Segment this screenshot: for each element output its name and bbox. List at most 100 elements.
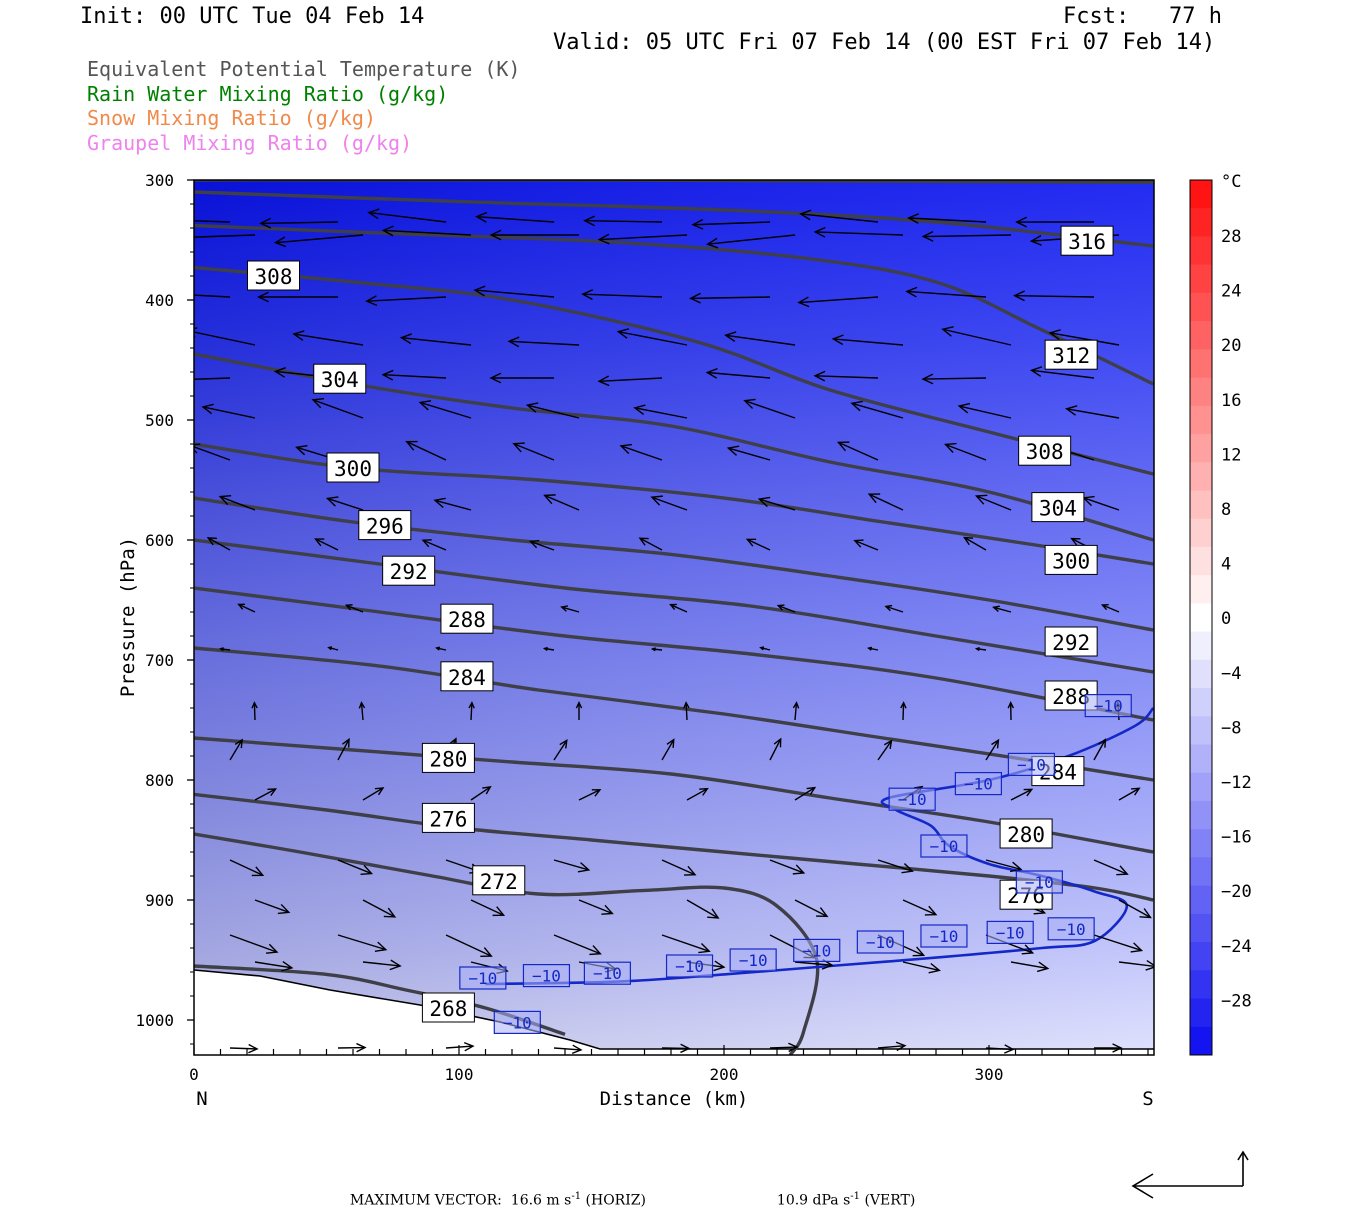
temperature-label: −10 xyxy=(1094,697,1123,716)
colorbar-swatch xyxy=(1190,716,1212,745)
colorbar-label: 28 xyxy=(1221,227,1241,247)
colorbar-label: −20 xyxy=(1221,882,1252,902)
y-axis-label: Pressure (hPa) xyxy=(117,537,139,697)
isentrope-label: 308 xyxy=(1026,440,1064,464)
x-end-label-left: N xyxy=(196,1088,207,1110)
isentrope-label: 304 xyxy=(1039,497,1077,521)
x-tick-label: 100 xyxy=(445,1065,474,1084)
temperature-label: −10 xyxy=(929,837,958,856)
y-tick-label: 700 xyxy=(145,651,174,670)
temperature-label: −10 xyxy=(1017,755,1046,774)
wind-vector xyxy=(254,703,255,720)
y-tick-label: 800 xyxy=(145,771,174,790)
vert-unit-exponent: -1 xyxy=(850,1191,860,1202)
isentrope-label: 300 xyxy=(334,457,372,481)
wind-vector xyxy=(903,703,904,720)
colorbar-label: 16 xyxy=(1221,391,1241,411)
isentrope-label: 268 xyxy=(429,997,467,1021)
colorbar-swatch xyxy=(1190,490,1212,519)
vert-value: 10.9 dPa s xyxy=(777,1193,850,1209)
colorbar-label: 20 xyxy=(1221,336,1241,356)
y-tick-label: 300 xyxy=(145,171,174,190)
x-tick-label: 200 xyxy=(710,1065,739,1084)
y-tick-label: 900 xyxy=(145,891,174,910)
isentrope-label: 292 xyxy=(390,560,428,584)
temperature-label: −10 xyxy=(866,933,895,952)
isentrope-label: 296 xyxy=(366,515,404,539)
temperature-label: −10 xyxy=(739,951,768,970)
colorbar-swatch xyxy=(1190,942,1212,971)
colorbar-unit: °C xyxy=(1221,172,1241,192)
max-vector-label: MAXIMUM VECTOR: 16.6 m s xyxy=(350,1193,571,1209)
x-axis-label: Distance (km) xyxy=(600,1088,749,1110)
wind-vector xyxy=(770,1047,797,1048)
horiz-unit-exponent: -1 xyxy=(571,1191,581,1202)
temperature-label: −10 xyxy=(503,1013,532,1032)
isentrope-label: 272 xyxy=(480,870,518,894)
isentrope-label: 316 xyxy=(1068,230,1106,254)
temperature-label: −10 xyxy=(468,969,497,988)
colorbar-swatch xyxy=(1190,575,1212,604)
colorbar-swatch xyxy=(1190,236,1212,265)
colorbar-swatch xyxy=(1190,829,1212,858)
colorbar-label: −24 xyxy=(1221,937,1252,957)
horiz-label: (HORIZ) xyxy=(581,1193,646,1209)
isentrope-label: 300 xyxy=(1052,549,1090,573)
wind-vector xyxy=(230,1048,257,1049)
isentrope-label: 304 xyxy=(321,368,359,392)
wind-vector-head xyxy=(153,215,163,225)
temperature-label: −10 xyxy=(593,964,622,983)
colorbar-swatch xyxy=(1190,688,1212,717)
isentrope-label: 280 xyxy=(1007,823,1045,847)
footer-vert: 10.9 dPa s-1 (VERT) xyxy=(768,1175,915,1209)
colorbar-swatch xyxy=(1190,999,1212,1028)
temperature-label: −10 xyxy=(1025,873,1054,892)
colorbar-swatch xyxy=(1190,434,1212,463)
colorbar-swatch xyxy=(1190,801,1212,830)
y-tick-label: 400 xyxy=(145,291,174,310)
x-tick-label: 300 xyxy=(975,1065,1004,1084)
temperature-label: −10 xyxy=(929,927,958,946)
colorbar-swatch xyxy=(1190,660,1212,689)
colorbar-label: −28 xyxy=(1221,991,1252,1011)
colorbar-swatch xyxy=(1190,886,1212,915)
colorbar-label: −12 xyxy=(1221,773,1252,793)
temperature-label: −10 xyxy=(802,941,831,960)
colorbar-swatch xyxy=(1190,378,1212,407)
reference-vector-icon xyxy=(1133,1152,1248,1198)
colorbar-swatch xyxy=(1190,180,1212,209)
colorbar-swatch xyxy=(1190,547,1212,576)
colorbar-swatch xyxy=(1190,914,1212,943)
colorbar-label: 24 xyxy=(1221,282,1241,302)
temperature-label: −10 xyxy=(898,790,927,809)
vert-label: (VERT) xyxy=(860,1193,915,1209)
colorbar-swatch xyxy=(1190,970,1212,999)
colorbar-swatch xyxy=(1190,208,1212,237)
isentrope-label: 312 xyxy=(1052,344,1090,368)
temperature-label: −10 xyxy=(964,775,993,794)
colorbar-label: 8 xyxy=(1221,500,1231,520)
colorbar-label: −16 xyxy=(1221,828,1252,848)
colorbar-swatch xyxy=(1190,293,1212,322)
colorbar-swatch xyxy=(1190,745,1212,774)
isentrope-label: 308 xyxy=(255,265,293,289)
colorbar-swatch xyxy=(1190,1027,1212,1056)
footer-horiz: MAXIMUM VECTOR: 16.6 m s-1 (HORIZ) xyxy=(341,1175,646,1209)
isentrope-label: 276 xyxy=(429,807,467,831)
wind-vector-head xyxy=(167,233,177,243)
isentrope-label: 292 xyxy=(1052,631,1090,655)
isentrope-label: 284 xyxy=(448,666,486,690)
temperature-label: −10 xyxy=(996,923,1025,942)
colorbar-label: −8 xyxy=(1221,718,1241,738)
colorbar-swatch xyxy=(1190,773,1212,802)
temperature-label: −10 xyxy=(532,967,561,986)
colorbar-label: 4 xyxy=(1221,555,1231,575)
wind-vector-head xyxy=(167,375,177,385)
y-tick-label: 500 xyxy=(145,411,174,430)
colorbar-swatch xyxy=(1190,265,1212,294)
colorbar-label: 12 xyxy=(1221,445,1241,465)
colorbar-swatch xyxy=(1190,349,1212,378)
x-end-label-right: S xyxy=(1142,1088,1153,1110)
